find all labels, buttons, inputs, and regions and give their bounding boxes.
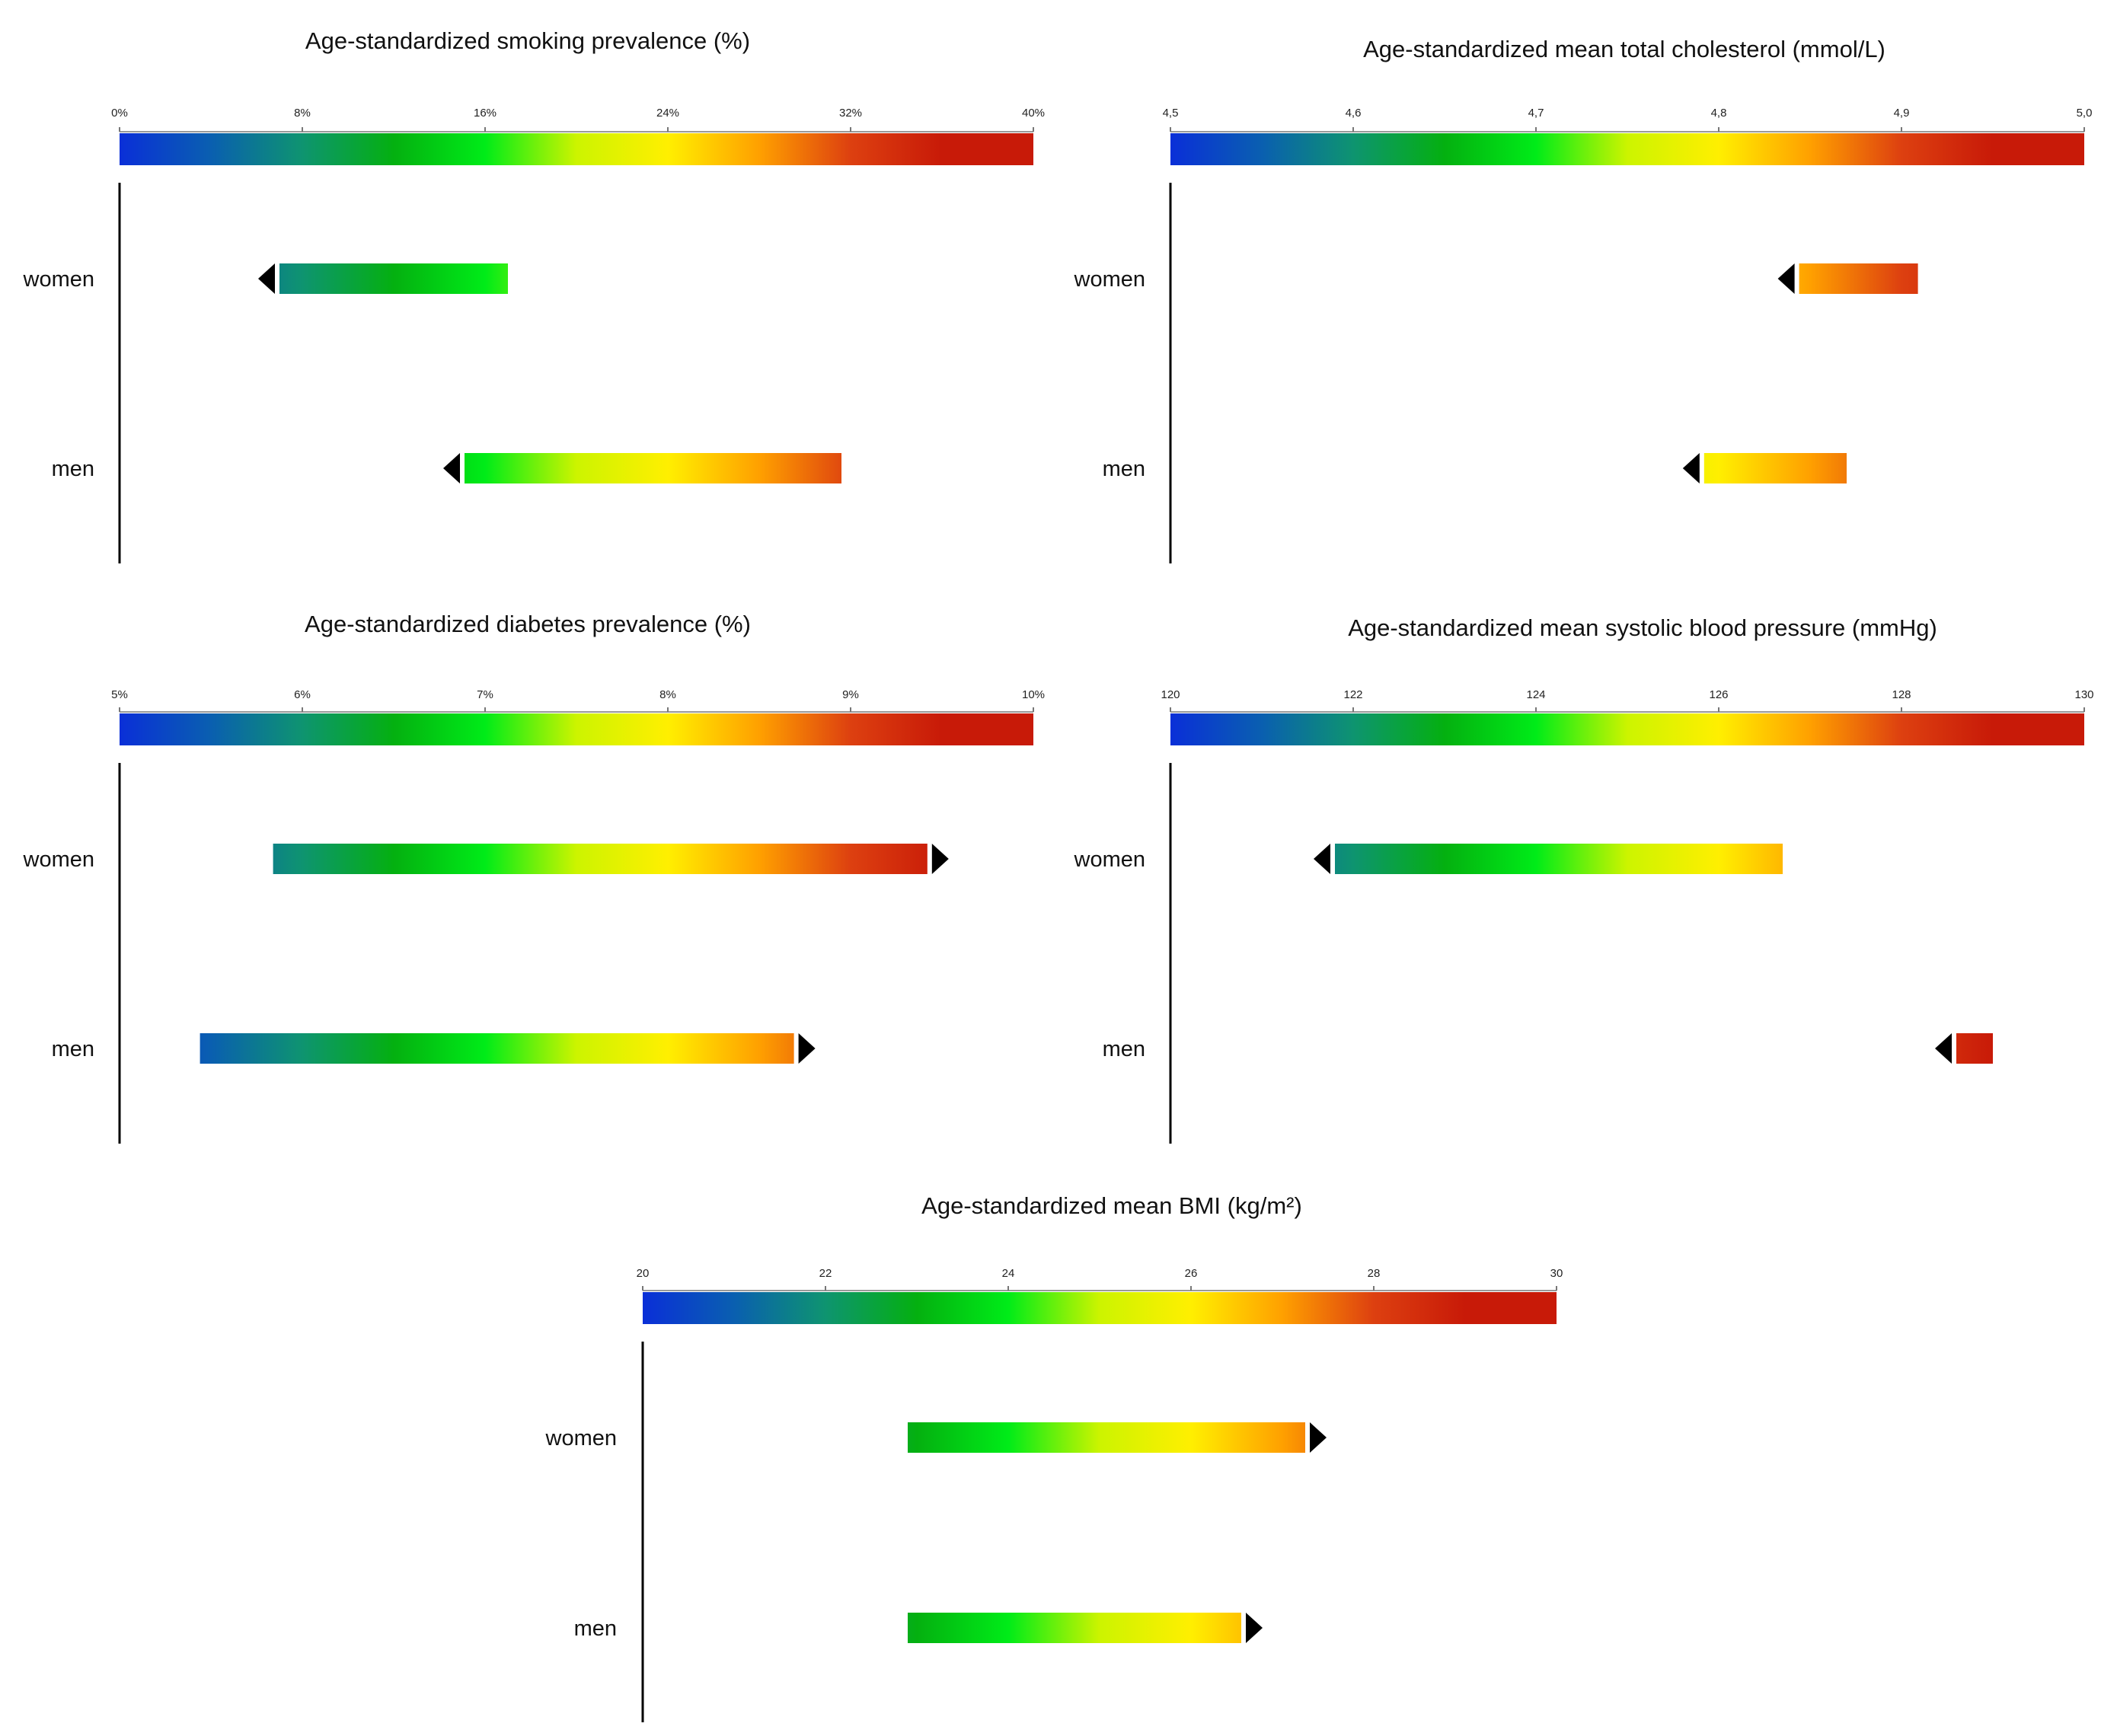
tick-label: 10% — [1022, 688, 1045, 701]
chart-5: Age-standardized mean BMI (kg/m²) 20 22 24 2… — [545, 1192, 1563, 1722]
row-label-men: men — [1103, 1037, 1145, 1061]
tick-label: 120 — [1161, 688, 1180, 701]
tick-label: 4,9 — [1894, 107, 1910, 120]
tick-label: 26 — [1185, 1267, 1198, 1280]
chart-title: Age-standardized mean total cholesterol … — [1363, 36, 1885, 62]
chart-4: Age-standardized mean systolic blood pre… — [1074, 614, 2094, 1144]
row-label-women: women — [23, 847, 95, 872]
row-label-women: women — [23, 267, 95, 292]
direction-arrow-icon — [1682, 453, 1700, 483]
range-bar-women — [273, 844, 928, 874]
row-label-women: women — [1074, 267, 1146, 292]
range-bar-men — [908, 1613, 1241, 1643]
row-label-men: men — [1103, 457, 1145, 481]
row-label-men: men — [52, 1037, 94, 1061]
range-bar-women — [908, 1422, 1305, 1453]
range-bar-women — [1799, 263, 1918, 294]
tick-label: 4,5 — [1163, 107, 1179, 120]
tick-label: 16% — [474, 107, 497, 120]
direction-arrow-icon — [443, 453, 460, 483]
tick-label: 126 — [1709, 688, 1728, 701]
tick-label: 40% — [1022, 107, 1045, 120]
direction-arrow-icon — [1777, 263, 1795, 294]
color-scale-bar — [643, 1292, 1557, 1324]
tick-label: 0% — [111, 107, 128, 120]
tick-label: 28 — [1368, 1267, 1381, 1280]
tick-label: 130 — [2074, 688, 2093, 701]
range-bar-men — [1956, 1033, 1993, 1064]
chart-title: Age-standardized mean BMI (kg/m²) — [921, 1192, 1302, 1219]
tick-label: 6% — [294, 688, 311, 701]
chart-1: Age-standardized smoking prevalence (%) 0… — [23, 27, 1045, 563]
direction-arrow-icon — [1935, 1033, 1952, 1064]
row-label-men: men — [574, 1616, 617, 1641]
direction-arrow-icon — [931, 844, 949, 874]
direction-arrow-icon — [798, 1033, 816, 1064]
tick-label: 5,0 — [2077, 107, 2093, 120]
color-scale-bar — [120, 713, 1033, 745]
direction-arrow-icon — [1314, 844, 1330, 874]
chart-title: Age-standardized diabetes prevalence (%) — [305, 611, 751, 637]
tick-label: 8% — [294, 107, 311, 120]
color-scale-bar — [1170, 713, 2084, 745]
row-label-women: women — [545, 1426, 618, 1450]
tick-label: 122 — [1343, 688, 1362, 701]
tick-label: 32% — [839, 107, 862, 120]
tick-label: 4,6 — [1346, 107, 1362, 120]
tick-label: 4,7 — [1528, 107, 1544, 120]
direction-arrow-icon — [1246, 1613, 1263, 1643]
tick-label: 20 — [637, 1267, 650, 1280]
tick-label: 9% — [842, 688, 859, 701]
row-label-women: women — [1074, 847, 1146, 872]
chart-title: Age-standardized smoking prevalence (%) — [305, 27, 750, 54]
color-scale-bar — [120, 133, 1033, 165]
tick-label: 5% — [111, 688, 128, 701]
range-bar-men — [1703, 453, 1847, 483]
tick-label: 124 — [1526, 688, 1545, 701]
tick-label: 24 — [1002, 1267, 1015, 1280]
range-bar-men — [200, 1033, 794, 1064]
tick-label: 8% — [659, 688, 676, 701]
chart-2: Age-standardized mean total cholesterol … — [1074, 36, 2093, 563]
range-bar-women — [279, 263, 508, 294]
row-label-men: men — [52, 457, 94, 481]
direction-arrow-icon — [1310, 1422, 1327, 1453]
tick-label: 128 — [1892, 688, 1911, 701]
tick-label: 22 — [819, 1267, 832, 1280]
color-scale-bar — [1170, 133, 2084, 165]
direction-arrow-icon — [258, 263, 275, 294]
chart-title: Age-standardized mean systolic blood pre… — [1348, 614, 1937, 641]
range-bar-men — [465, 453, 841, 483]
tick-label: 24% — [656, 107, 679, 120]
tick-label: 4,8 — [1711, 107, 1727, 120]
chart-3: Age-standardized diabetes prevalence (%)… — [23, 611, 1045, 1144]
tick-label: 7% — [477, 688, 493, 701]
range-bar-women — [1335, 844, 1783, 874]
tick-label: 30 — [1550, 1267, 1563, 1280]
